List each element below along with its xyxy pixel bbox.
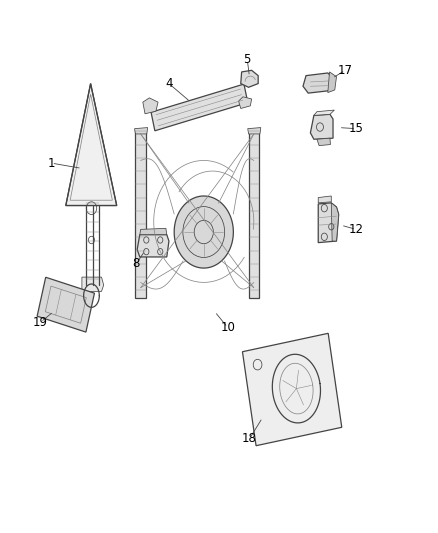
Text: 8: 8 [133, 257, 140, 270]
Text: 12: 12 [349, 223, 364, 236]
Polygon shape [243, 333, 342, 446]
Polygon shape [37, 277, 95, 332]
Polygon shape [331, 203, 339, 241]
Polygon shape [248, 127, 261, 134]
Polygon shape [66, 84, 117, 206]
Polygon shape [174, 196, 233, 268]
Polygon shape [249, 128, 259, 298]
Polygon shape [303, 73, 333, 93]
Text: 17: 17 [338, 64, 353, 77]
Text: 15: 15 [349, 122, 364, 135]
Polygon shape [135, 128, 146, 298]
Polygon shape [134, 127, 148, 134]
Text: 1: 1 [48, 157, 55, 169]
Polygon shape [317, 138, 330, 146]
Polygon shape [241, 70, 258, 87]
Polygon shape [314, 110, 334, 115]
Polygon shape [328, 72, 336, 93]
Polygon shape [82, 277, 104, 292]
Text: 5: 5 [244, 53, 251, 66]
Polygon shape [143, 98, 158, 114]
Polygon shape [239, 97, 252, 109]
Polygon shape [140, 228, 167, 235]
Polygon shape [318, 203, 339, 243]
Polygon shape [318, 196, 331, 203]
Text: 10: 10 [220, 321, 235, 334]
Text: 18: 18 [242, 432, 257, 446]
Polygon shape [151, 84, 248, 131]
Text: 19: 19 [33, 316, 48, 329]
Polygon shape [137, 235, 169, 257]
Text: 4: 4 [165, 77, 173, 90]
Polygon shape [311, 114, 333, 139]
